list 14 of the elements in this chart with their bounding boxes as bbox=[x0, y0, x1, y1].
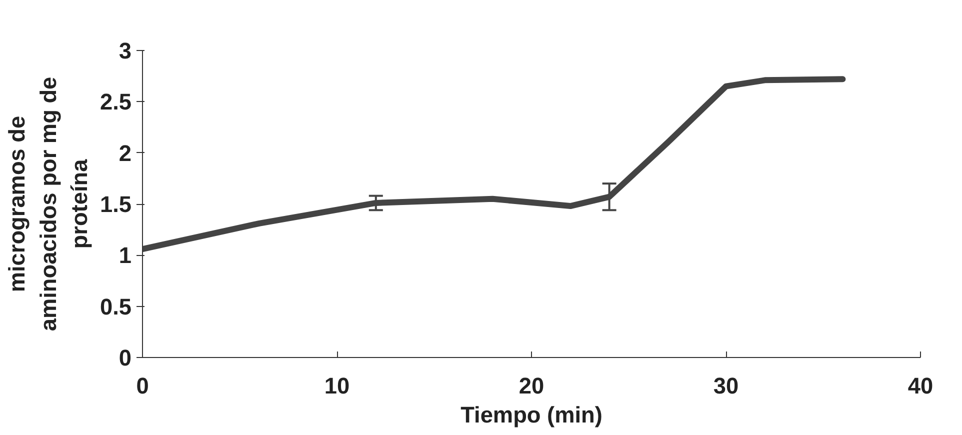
y-tick-label: 0.5 bbox=[100, 293, 132, 320]
y-tick-label: 0 bbox=[118, 344, 132, 370]
x-tick-label: 40 bbox=[908, 372, 934, 398]
y-axis-title: microgramos de aminoacidos por mg de proteína bbox=[4, 76, 92, 332]
y-tick-label: 3 bbox=[118, 38, 132, 64]
y-tick-label: 2 bbox=[118, 140, 132, 166]
y-tick-label: 1.5 bbox=[100, 191, 132, 217]
y-tick-label: 2.5 bbox=[100, 88, 132, 115]
x-tick-label: 10 bbox=[324, 372, 350, 398]
y-tick-label: 1 bbox=[118, 242, 132, 268]
x-tick-label: 30 bbox=[713, 372, 739, 398]
x-axis-title: Tiempo (min) bbox=[460, 402, 602, 428]
x-tick-label: 0 bbox=[136, 372, 149, 398]
x-tick-label: 20 bbox=[518, 372, 544, 398]
